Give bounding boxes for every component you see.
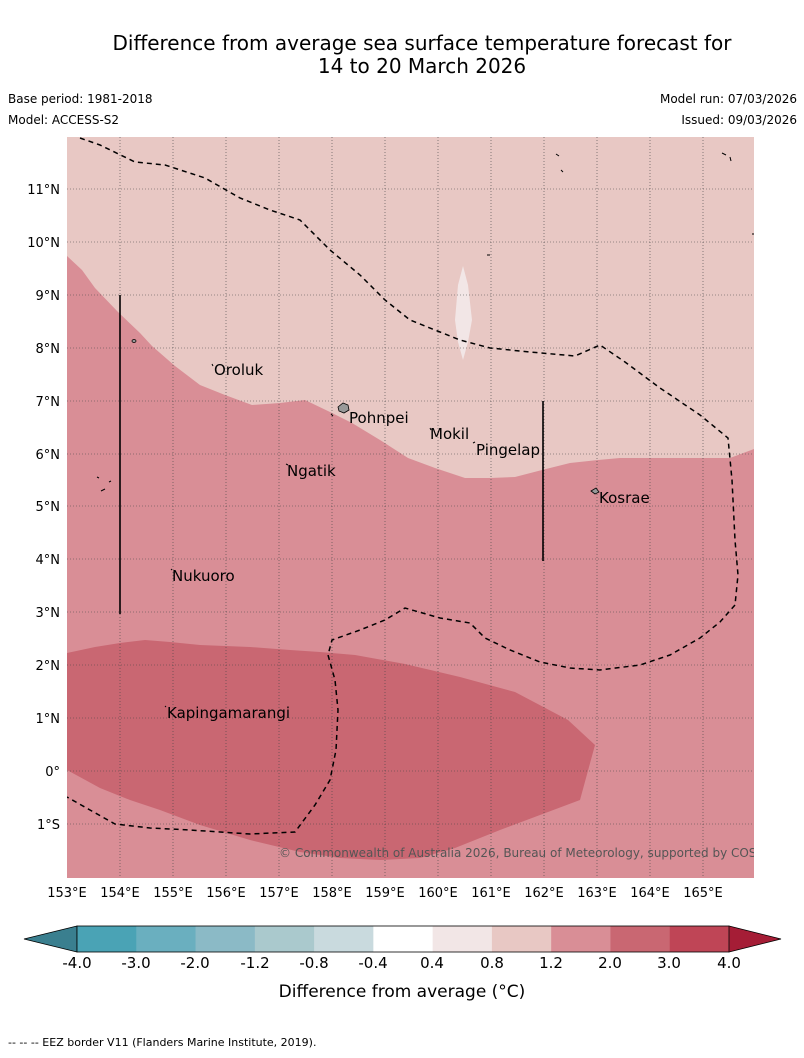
island-marker bbox=[131, 339, 137, 343]
title-line-2: 14 to 20 March 2026 bbox=[317, 54, 527, 78]
place-mokil: Mokil bbox=[430, 425, 469, 443]
colorbar-segment bbox=[669, 926, 730, 952]
issued-date: Issued: 09/03/2026 bbox=[681, 113, 797, 127]
lon-label: 162°E bbox=[524, 886, 564, 901]
lon-label: 160°E bbox=[418, 886, 458, 901]
lat-label: 1°N bbox=[36, 712, 61, 727]
colorbar-ticks: -4.0 -3.0 -2.0 -1.2 -0.8 -0.4 0.4 0.8 1.… bbox=[62, 954, 741, 972]
lat-label: 9°N bbox=[36, 289, 61, 304]
colorbar-tick: 0.8 bbox=[480, 954, 504, 972]
graticule bbox=[67, 137, 754, 878]
lon-label: 161°E bbox=[471, 886, 511, 901]
lon-label: 157°E bbox=[259, 886, 299, 901]
colorbar-tick: 4.0 bbox=[717, 954, 741, 972]
place-kosrae: Kosrae bbox=[599, 489, 650, 507]
colorbar-segment bbox=[373, 926, 434, 952]
longitude-labels: 153°E 154°E 155°E 156°E 157°E 158°E 159°… bbox=[47, 886, 723, 901]
colorbar-segment bbox=[491, 926, 552, 952]
place-ngatik: Ngatik bbox=[287, 462, 336, 480]
place-pohnpei: Pohnpei bbox=[349, 409, 409, 427]
lat-label: 1°S bbox=[37, 818, 60, 833]
model-name: Model: ACCESS-S2 bbox=[8, 113, 120, 127]
lat-label: 8°N bbox=[36, 342, 61, 357]
colorbar-tick: -2.0 bbox=[180, 954, 209, 972]
colorbar-tick: -3.0 bbox=[121, 954, 150, 972]
lon-label: 153°E bbox=[47, 886, 87, 901]
lat-label: 0° bbox=[45, 765, 60, 780]
colorbar-tick: -0.8 bbox=[299, 954, 328, 972]
colorbar-over-arrow bbox=[728, 925, 782, 953]
title-line-1: Difference from average sea surface temp… bbox=[112, 31, 732, 55]
islands bbox=[131, 339, 600, 495]
colorbar-segment bbox=[77, 926, 137, 952]
colorbar-segment bbox=[551, 926, 611, 952]
lat-label: 3°N bbox=[36, 606, 61, 621]
copyright-notice: © Commonwealth of Australia 2026, Bureau… bbox=[279, 846, 784, 860]
colorbar-segment bbox=[195, 926, 256, 952]
pohnpei-island bbox=[337, 402, 350, 414]
colorbar-tick: 1.2 bbox=[539, 954, 563, 972]
place-oroluk: Oroluk bbox=[214, 361, 263, 379]
colorbar-segment bbox=[432, 926, 493, 952]
colorbar-segment bbox=[254, 926, 315, 952]
lon-label: 154°E bbox=[100, 886, 140, 901]
footnote: -- -- -- EEZ border V11 (Flanders Marine… bbox=[8, 1036, 317, 1049]
lon-label: 159°E bbox=[365, 886, 405, 901]
lon-label: 156°E bbox=[206, 886, 246, 901]
lon-label: 158°E bbox=[312, 886, 352, 901]
kosrae-island bbox=[590, 487, 600, 495]
colorbar-tick: -0.4 bbox=[358, 954, 387, 972]
anomaly-region-0.4-0.8 bbox=[455, 266, 472, 360]
colorbar-segment bbox=[136, 926, 197, 952]
place-pingelap: Pingelap bbox=[476, 441, 540, 459]
colorbar-segment bbox=[610, 926, 671, 952]
lon-label: 164°E bbox=[630, 886, 670, 901]
place-nukuoro: Nukuoro bbox=[172, 567, 235, 585]
chart-title: Difference from average sea surface temp… bbox=[0, 32, 804, 78]
lon-label: 165°E bbox=[683, 886, 723, 901]
lat-label: 2°N bbox=[36, 659, 61, 674]
lat-label: 10°N bbox=[27, 236, 60, 251]
colorbar-frame bbox=[76, 925, 730, 953]
colorbar-tick: 3.0 bbox=[657, 954, 681, 972]
colorbar-tick: -4.0 bbox=[62, 954, 91, 972]
place-kapingamarangi: Kapingamarangi bbox=[167, 704, 290, 722]
base-period: Base period: 1981-2018 bbox=[8, 92, 153, 106]
colorbar-segment bbox=[314, 926, 374, 952]
atoll-markers bbox=[96, 152, 754, 708]
eez-border bbox=[67, 137, 739, 835]
lat-label: 5°N bbox=[36, 500, 61, 515]
model-run: Model run: 07/03/2026 bbox=[659, 92, 797, 106]
colorbar-label: Difference from average (°C) bbox=[279, 982, 526, 1002]
colorbar: -4.0 -3.0 -2.0 -1.2 -0.8 -0.4 0.4 0.8 1.… bbox=[23, 925, 782, 1002]
lon-label: 155°E bbox=[153, 886, 193, 901]
place-labels: Oroluk Pohnpei Mokil Pingelap Ngatik Kos… bbox=[167, 361, 650, 722]
colorbar-tick: 0.4 bbox=[420, 954, 444, 972]
colorbar-under-arrow bbox=[23, 925, 78, 953]
map-canvas: Oroluk Pohnpei Mokil Pingelap Ngatik Kos… bbox=[67, 137, 784, 878]
latitude-labels: 11°N 10°N 9°N 8°N 7°N 6°N 5°N 4°N 3°N 2°… bbox=[27, 183, 60, 833]
lon-label: 163°E bbox=[577, 886, 617, 901]
anomaly-region-2.0-3.0 bbox=[67, 640, 595, 860]
lat-label: 11°N bbox=[27, 183, 60, 198]
lat-label: 4°N bbox=[36, 553, 61, 568]
lat-label: 6°N bbox=[36, 448, 61, 463]
colorbar-tick: 2.0 bbox=[598, 954, 622, 972]
lat-label: 7°N bbox=[36, 395, 61, 410]
colorbar-tick: -1.2 bbox=[240, 954, 269, 972]
